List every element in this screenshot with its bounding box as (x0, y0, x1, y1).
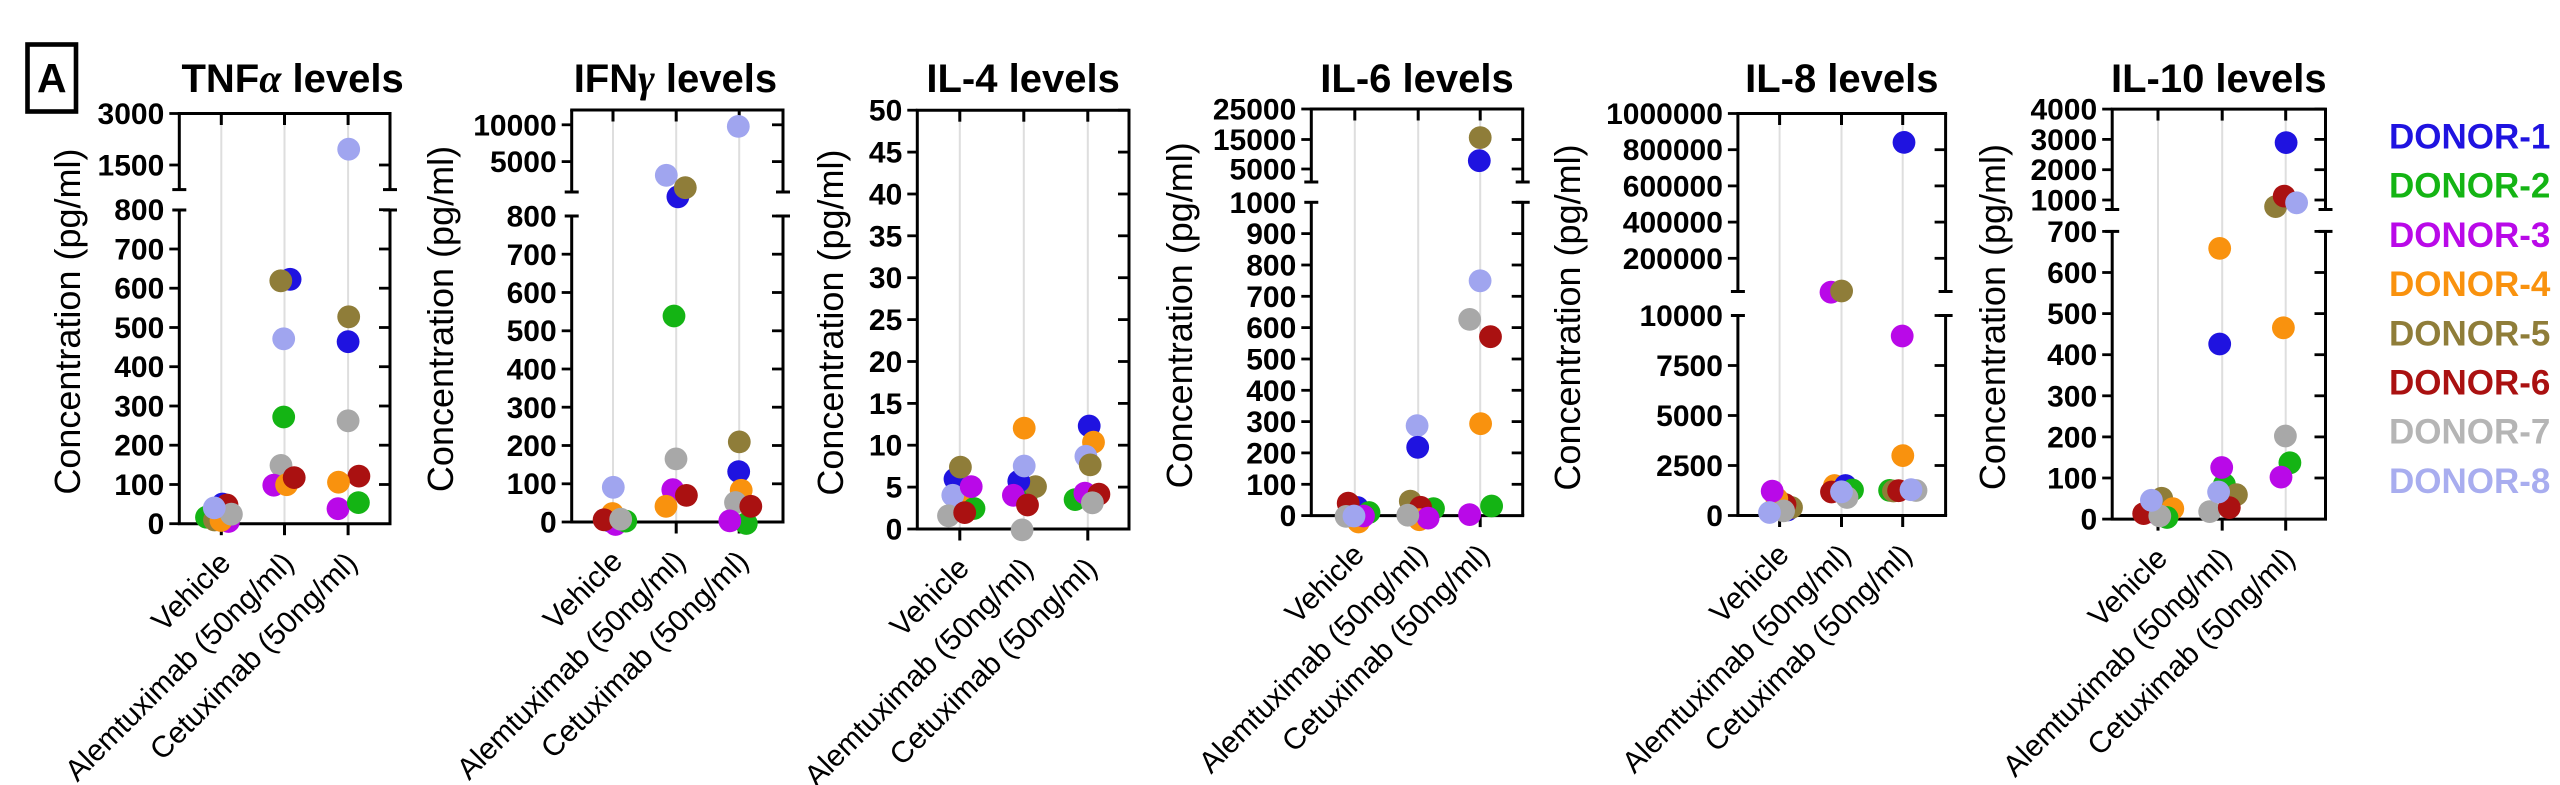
svg-text:800000: 800000 (1623, 134, 1723, 167)
svg-text:Concentration (pg/ml): Concentration (pg/ml) (810, 150, 851, 496)
svg-text:100: 100 (1246, 469, 1296, 502)
svg-text:DONOR-3: DONOR-3 (2389, 216, 2550, 255)
svg-text:IL-8 levels: IL-8 levels (1745, 57, 1938, 101)
svg-text:Concentration (pg/ml): Concentration (pg/ml) (420, 146, 461, 492)
svg-text:500: 500 (114, 312, 164, 345)
svg-text:500: 500 (2047, 298, 2097, 331)
svg-text:Concentration (pg/ml): Concentration (pg/ml) (1547, 144, 1588, 490)
svg-text:2500: 2500 (1656, 450, 1723, 483)
svg-text:20: 20 (869, 346, 902, 379)
svg-text:600: 600 (2047, 257, 2097, 290)
svg-text:5000: 5000 (490, 146, 557, 179)
svg-text:45: 45 (869, 137, 902, 170)
svg-text:600: 600 (1246, 312, 1296, 345)
svg-text:400: 400 (2047, 339, 2097, 372)
svg-text:700: 700 (114, 234, 164, 267)
svg-text:400000: 400000 (1623, 207, 1723, 240)
svg-text:4000: 4000 (2030, 94, 2097, 127)
svg-text:1500: 1500 (98, 150, 165, 183)
svg-text:IL-10 levels: IL-10 levels (2111, 57, 2327, 101)
svg-text:1000000: 1000000 (1606, 98, 1723, 131)
svg-text:100: 100 (114, 469, 164, 502)
svg-text:DONOR-5: DONOR-5 (2389, 314, 2550, 353)
svg-text:5000: 5000 (1230, 154, 1297, 187)
svg-text:200: 200 (2047, 421, 2097, 454)
svg-text:0: 0 (2081, 504, 2098, 537)
svg-text:30: 30 (869, 262, 902, 295)
svg-text:10000: 10000 (473, 109, 556, 142)
svg-text:DONOR-6: DONOR-6 (2389, 364, 2550, 403)
svg-text:400: 400 (507, 354, 557, 387)
svg-text:5000: 5000 (1656, 400, 1723, 433)
svg-text:15: 15 (869, 388, 902, 421)
svg-text:A: A (37, 55, 67, 101)
svg-text:700: 700 (1246, 281, 1296, 314)
svg-text:DONOR-1: DONOR-1 (2389, 118, 2550, 157)
svg-text:2000: 2000 (2030, 154, 2097, 187)
svg-text:25000: 25000 (1213, 94, 1296, 127)
svg-text:3000: 3000 (98, 98, 165, 131)
svg-text:DONOR-8: DONOR-8 (2389, 462, 2550, 501)
svg-text:300: 300 (2047, 380, 2097, 413)
svg-text:900: 900 (1246, 218, 1296, 251)
svg-text:200000: 200000 (1623, 243, 1723, 276)
svg-text:800: 800 (1246, 250, 1296, 283)
svg-text:DONOR-2: DONOR-2 (2389, 167, 2550, 206)
svg-text:200: 200 (1246, 437, 1296, 470)
svg-text:600: 600 (507, 277, 557, 310)
svg-text:300: 300 (1246, 406, 1296, 439)
svg-text:DONOR-4: DONOR-4 (2389, 265, 2551, 304)
svg-text:600: 600 (114, 273, 164, 306)
svg-text:300: 300 (507, 392, 557, 425)
svg-text:TNFα levels: TNFα levels (181, 56, 403, 101)
svg-text:Concentration (pg/ml): Concentration (pg/ml) (47, 149, 88, 495)
svg-text:15000: 15000 (1213, 124, 1296, 157)
svg-text:100: 100 (507, 468, 557, 501)
svg-text:0: 0 (540, 507, 557, 540)
svg-text:5: 5 (886, 472, 903, 505)
svg-text:100: 100 (2047, 463, 2097, 496)
svg-text:IL-4 levels: IL-4 levels (926, 57, 1119, 101)
svg-text:1000: 1000 (2030, 185, 2097, 218)
svg-text:500: 500 (507, 315, 557, 348)
svg-text:10: 10 (869, 430, 902, 463)
svg-text:7500: 7500 (1656, 350, 1723, 383)
svg-text:10000: 10000 (1639, 300, 1722, 333)
svg-text:40: 40 (869, 179, 902, 212)
svg-text:Concentration (pg/ml): Concentration (pg/ml) (1972, 144, 2013, 490)
svg-text:IFNγ levels: IFNγ levels (574, 56, 777, 101)
svg-text:35: 35 (869, 220, 902, 253)
svg-text:400: 400 (114, 351, 164, 384)
svg-text:700: 700 (507, 239, 557, 272)
svg-text:1000: 1000 (1230, 187, 1297, 220)
svg-text:600000: 600000 (1623, 170, 1723, 203)
svg-text:DONOR-7: DONOR-7 (2389, 413, 2550, 452)
svg-text:300: 300 (114, 391, 164, 424)
svg-text:200: 200 (507, 430, 557, 463)
svg-text:200: 200 (114, 430, 164, 463)
svg-text:500: 500 (1246, 344, 1296, 377)
svg-text:0: 0 (1706, 500, 1723, 533)
svg-text:Concentration (pg/ml): Concentration (pg/ml) (1159, 142, 1200, 488)
svg-text:IL-6 levels: IL-6 levels (1320, 57, 1513, 101)
svg-text:0: 0 (886, 514, 903, 547)
svg-text:25: 25 (869, 304, 902, 337)
svg-text:700: 700 (2047, 216, 2097, 249)
svg-text:0: 0 (148, 508, 165, 541)
svg-text:0: 0 (1280, 500, 1297, 533)
svg-text:50: 50 (869, 95, 902, 128)
svg-text:800: 800 (114, 194, 164, 227)
svg-text:3000: 3000 (2030, 124, 2097, 157)
svg-text:800: 800 (507, 201, 557, 234)
svg-text:400: 400 (1246, 375, 1296, 408)
